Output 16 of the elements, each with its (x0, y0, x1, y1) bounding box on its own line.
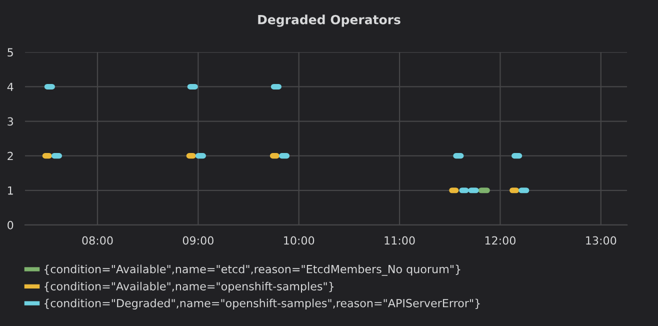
y-tick-label: 3 (8, 117, 13, 126)
y-tick-label: 1 (8, 186, 13, 195)
x-tick-label: 10:00 (284, 236, 314, 245)
x-tick-label: 12:00 (485, 236, 516, 245)
y-tick-label: 0 (8, 220, 14, 230)
x-tick-label: 09:00 (182, 236, 214, 245)
legend-label: {condition="Available",name="openshift-samples"} (44, 282, 334, 293)
y-tick-label: 5 (8, 48, 13, 57)
y-tick-label: 4 (7, 82, 14, 91)
x-tick-label: 13:00 (586, 236, 616, 245)
legend-label: {condition="Available",name="etcd",reason="EtcdMembers_No quorum"} (44, 264, 460, 276)
legend-label: {condition="Degraded",name="openshift-samples",reason="APIServerError"} (44, 298, 480, 310)
x-tick-label: 08:00 (82, 236, 113, 245)
chart-title: Degraded Operators (258, 14, 400, 27)
y-tick-label: 2 (8, 152, 13, 160)
x-tick-label: 11:00 (384, 236, 415, 245)
